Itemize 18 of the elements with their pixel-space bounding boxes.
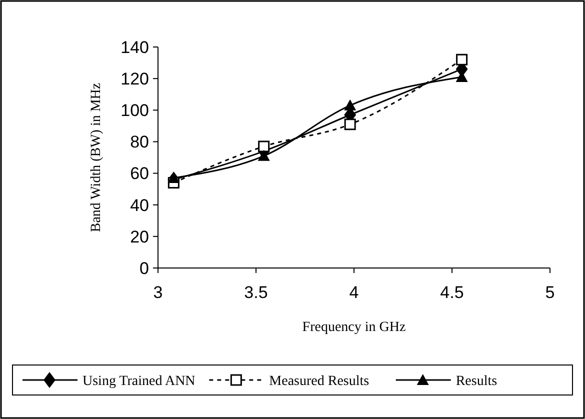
y-axis-title: Band Width (BW) in MHz	[89, 82, 104, 232]
y-tick-label: 120	[120, 70, 149, 89]
x-tick-label: 4.5	[440, 283, 464, 302]
y-tick-label: 60	[130, 164, 149, 184]
y-tick-label: 80	[130, 132, 149, 152]
x-tick-label: 3.5	[244, 283, 268, 302]
x-tick-label: 3	[153, 283, 163, 302]
y-tick-label: 100	[120, 101, 149, 120]
y-tick-label: 0	[140, 258, 149, 278]
x-axis-title: Frequency in GHz	[302, 320, 406, 335]
y-tick-label: 20	[130, 227, 149, 246]
x-tick-label: 5	[545, 283, 555, 302]
legend-label: Results	[456, 374, 498, 389]
x-tick-label: 4	[349, 283, 359, 302]
y-tick-label: 140	[120, 38, 149, 57]
y-tick-label: 40	[130, 196, 149, 215]
legend-label: Using Trained ANN	[82, 374, 196, 389]
legend-label: Measured Results	[269, 374, 370, 389]
